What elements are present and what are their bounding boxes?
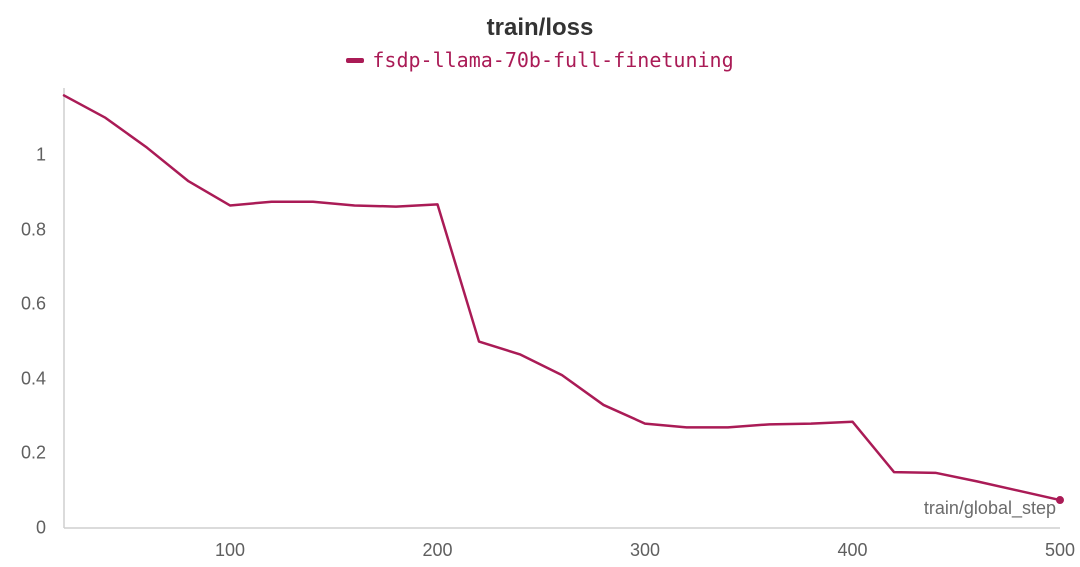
y-tick-label: 0.6: [21, 294, 46, 315]
series-line: [64, 95, 1060, 500]
legend-swatch-icon: [346, 58, 364, 63]
legend-item: fsdp-llama-70b-full-finetuning: [346, 48, 733, 72]
x-tick-label: 100: [215, 540, 245, 561]
x-tick-label: 300: [630, 540, 660, 561]
plot-area: train/global_step 10020030040050000.20.4…: [64, 88, 1060, 528]
x-tick-label: 500: [1045, 540, 1075, 561]
legend-label: fsdp-llama-70b-full-finetuning: [372, 48, 733, 72]
y-tick-label: 0.4: [21, 368, 46, 389]
y-tick-label: 0.2: [21, 443, 46, 464]
chart-legend: fsdp-llama-70b-full-finetuning: [0, 48, 1080, 72]
x-axis-label: train/global_step: [924, 498, 1056, 519]
y-tick-label: 1: [36, 145, 46, 166]
y-tick-label: 0.8: [21, 219, 46, 240]
y-tick-label: 0: [36, 518, 46, 539]
x-tick-label: 200: [422, 540, 452, 561]
series-end-marker: [1056, 496, 1064, 504]
x-tick-label: 400: [837, 540, 867, 561]
chart-container: train/loss fsdp-llama-70b-full-finetunin…: [0, 0, 1080, 567]
plot-svg: [64, 88, 1060, 528]
chart-title: train/loss: [0, 14, 1080, 42]
